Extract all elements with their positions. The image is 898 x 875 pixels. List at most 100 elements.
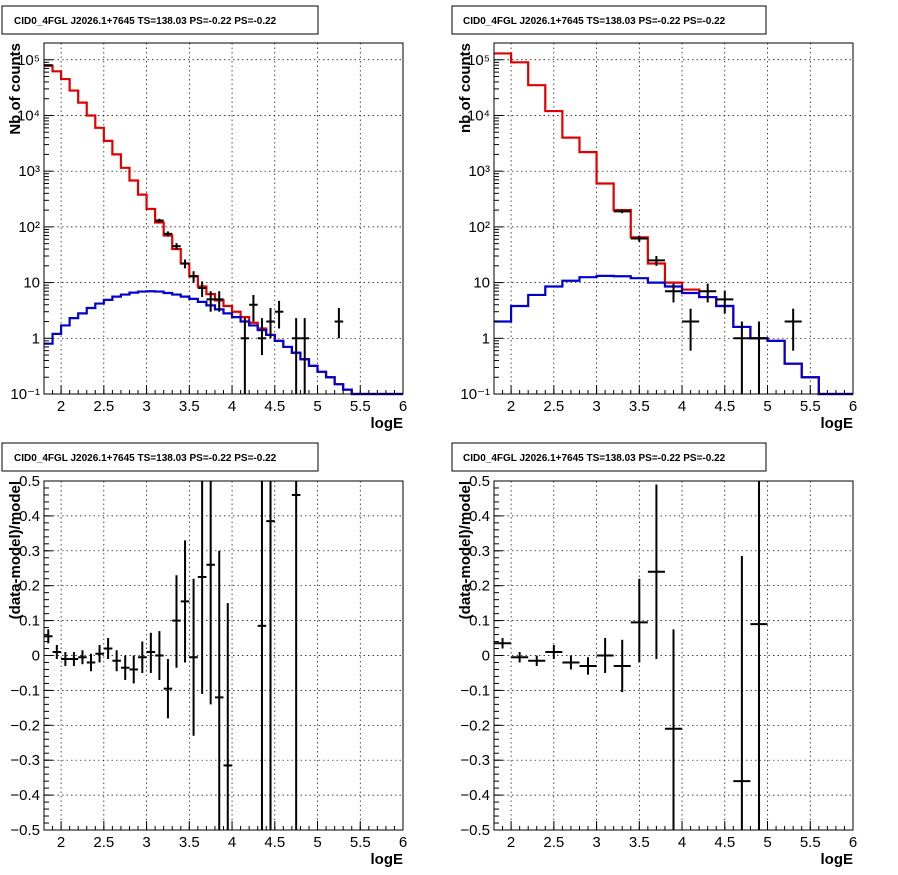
- data-point: [334, 307, 344, 339]
- x-axis-title: logE: [371, 851, 404, 868]
- data-point: [112, 650, 121, 672]
- x-tick-label: 2.5: [93, 398, 114, 415]
- y-tick-label: 10²: [468, 219, 490, 236]
- data-point: [291, 318, 301, 394]
- y-tick-label: 10⁵: [17, 52, 40, 69]
- y-tick-label: −0.5: [460, 822, 490, 839]
- y-tick-label: 0.4: [19, 508, 40, 525]
- x-tick-label: 3.5: [179, 834, 200, 851]
- data-point: [579, 657, 597, 675]
- x-tick-label: 5: [313, 834, 321, 851]
- model-step-line: [44, 64, 403, 396]
- x-tick-label: 6: [849, 398, 857, 415]
- data-point: [52, 645, 62, 659]
- x-tick-label: 2.5: [93, 834, 114, 851]
- data-point: [750, 321, 768, 394]
- y-tick-label: 1: [32, 330, 40, 347]
- y-tick-label: −0.1: [460, 682, 490, 699]
- y-tick-label: −0.1: [10, 682, 40, 699]
- x-tick-label: 3: [592, 834, 600, 851]
- y-tick-label: 10²: [18, 219, 40, 236]
- data-point: [562, 655, 580, 670]
- x-tick-label: 3: [142, 398, 150, 415]
- panel-residuals-left: CID0_4FGL J2026.1+7645 TS=138.03 PS=-0.2…: [1, 442, 407, 868]
- data-point: [172, 575, 181, 668]
- data-point: [180, 540, 190, 663]
- y-tick-label: 0.2: [469, 578, 490, 595]
- data-point: [300, 318, 309, 394]
- data-point: [733, 321, 751, 394]
- data-point: [257, 481, 267, 830]
- data-point: [630, 578, 648, 663]
- data-point: [189, 271, 198, 283]
- data-point: [613, 639, 631, 693]
- data-point: [664, 629, 683, 830]
- model-step-line: [494, 274, 853, 396]
- model-step-line: [494, 52, 853, 396]
- x-tick-label: 5.5: [800, 398, 821, 415]
- y-tick-label: 0.4: [469, 508, 490, 525]
- y-tick-label: 10⁵: [467, 52, 490, 69]
- x-tick-label: 4: [678, 834, 686, 851]
- panel-title-box: [451, 442, 767, 472]
- data-point: [699, 283, 717, 303]
- data-point: [528, 655, 546, 666]
- data-point: [138, 641, 147, 673]
- data-point: [163, 658, 173, 719]
- y-tick-label: 10³: [18, 163, 40, 180]
- data-point: [206, 291, 215, 312]
- data-point: [240, 318, 250, 394]
- plot-frame: [493, 42, 854, 395]
- data-point: [155, 218, 164, 223]
- x-axis-title: logE: [821, 415, 854, 432]
- panel-title-box: [1, 442, 319, 472]
- x-tick-label: 6: [849, 834, 857, 851]
- y-tick-label: 0.3: [19, 543, 40, 560]
- data-point: [197, 281, 207, 298]
- data-point: [750, 481, 768, 830]
- data-point: [664, 283, 683, 303]
- y-tick-label: 10: [473, 275, 490, 292]
- data-point: [266, 481, 275, 830]
- y-tick-label: 10⁴: [467, 107, 490, 124]
- x-tick-label: 4.5: [264, 834, 285, 851]
- y-tick-label: −0.2: [460, 717, 490, 734]
- data-point: [784, 308, 802, 351]
- y-tick-label: 0.1: [469, 613, 490, 630]
- x-tick-label: 4: [678, 398, 686, 415]
- y-tick-label: 10: [23, 275, 40, 292]
- x-tick-label: 2.5: [543, 834, 564, 851]
- data-point: [214, 291, 224, 312]
- x-tick-label: 3.5: [629, 834, 650, 851]
- x-tick-label: 2: [507, 398, 515, 415]
- x-axis-title: logE: [371, 415, 404, 432]
- y-tick-label: 0.3: [469, 543, 490, 560]
- data-point: [511, 652, 529, 663]
- y-tick-label: −0.5: [10, 822, 40, 839]
- data-point: [214, 550, 224, 830]
- data-point: [206, 481, 215, 705]
- data-point: [78, 650, 87, 665]
- data-point: [613, 209, 631, 214]
- data-point: [545, 645, 563, 659]
- x-tick-label: 6: [399, 834, 407, 851]
- x-tick-label: 4.5: [714, 398, 735, 415]
- y-tick-label: −0.4: [460, 787, 490, 804]
- panel-title-box: [451, 5, 767, 35]
- x-tick-label: 3.5: [179, 398, 200, 415]
- x-tick-label: 6: [399, 398, 407, 415]
- x-tick-label: 5.5: [350, 398, 371, 415]
- data-point: [163, 231, 173, 237]
- plot-frame: [43, 42, 404, 395]
- data-point: [274, 300, 284, 329]
- y-tick-label: 0.1: [19, 613, 40, 630]
- x-tick-label: 4.5: [714, 834, 735, 851]
- y-tick-label: 10⁴: [17, 107, 40, 124]
- x-tick-label: 5.5: [800, 834, 821, 851]
- y-tick-label: 0.5: [469, 473, 490, 490]
- data-point: [630, 235, 648, 242]
- x-tick-label: 2: [57, 398, 65, 415]
- y-tick-label: 10⁻¹: [10, 386, 40, 403]
- x-tick-label: 2.5: [543, 398, 564, 415]
